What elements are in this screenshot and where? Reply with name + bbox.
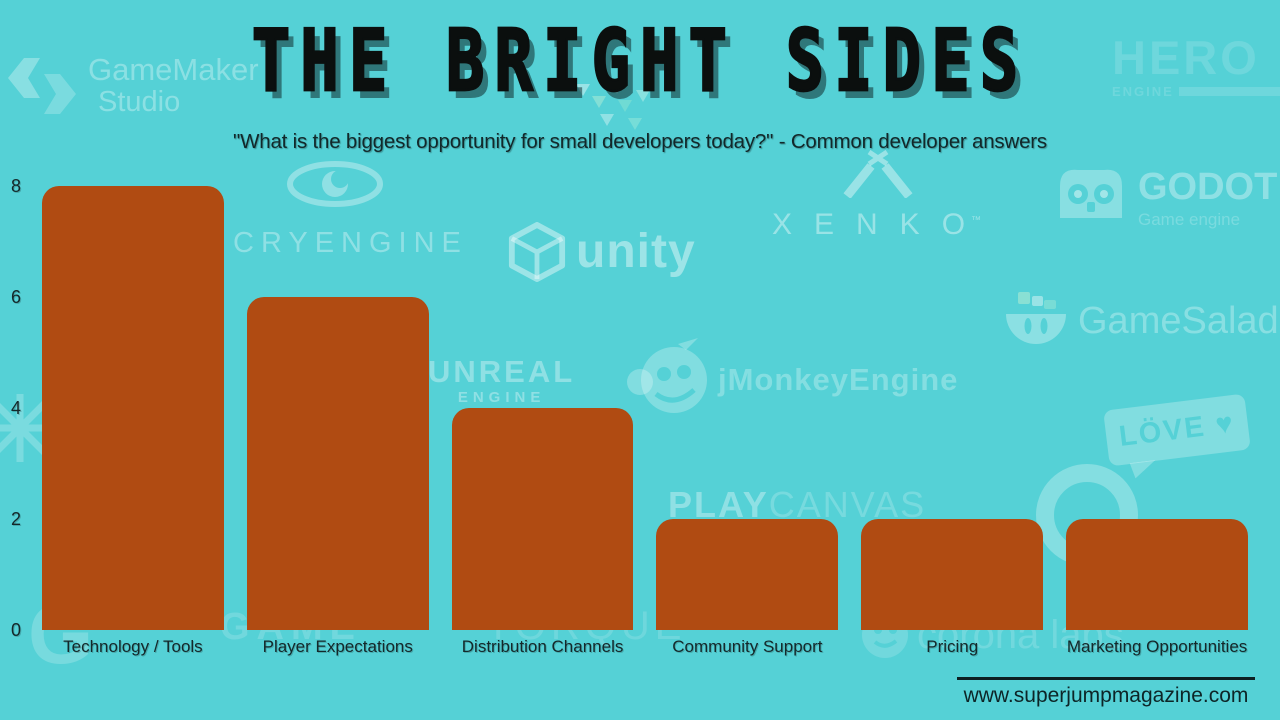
bars-container [42, 186, 1248, 630]
page-title-text: THE BRIGHT SIDES [251, 13, 1029, 112]
x-axis-labels: Technology / Tools Player Expectations Dis… [42, 637, 1248, 657]
y-tick-label-4: 4 [10, 398, 21, 418]
footer: www.superjumpmagazine.com [957, 677, 1255, 708]
x-label-distribution-channels: Distribution Channels [461, 637, 624, 656]
bar-marketing-opportunities [1066, 519, 1248, 630]
bar-pricing [861, 519, 1044, 630]
y-tick-label-8: 8 [10, 176, 21, 196]
x-label-player-expectations: Player Expectations [262, 637, 413, 656]
website-url: www.superjumpmagazine.com [963, 684, 1249, 707]
x-label-technology-tools: Technology / Tools [63, 637, 203, 656]
bar-community-support [656, 519, 839, 630]
footer-divider [957, 677, 1255, 680]
y-axis: 0 2 4 6 8 [0, 0, 34, 640]
bar-technology-tools [42, 186, 224, 630]
page-title: THE BRIGHT SIDES [0, 19, 1280, 106]
bar-distribution-channels [451, 408, 634, 630]
x-label-pricing: Pricing [926, 637, 979, 656]
y-tick-label-2: 2 [10, 509, 21, 529]
y-tick-label-6: 6 [10, 287, 21, 307]
x-label-marketing-opportunities: Marketing Opportunities [1066, 637, 1248, 656]
x-label-community-support: Community Support [672, 637, 823, 656]
y-tick-label-0: 0 [10, 620, 21, 640]
bar-player-expectations [246, 297, 429, 630]
chart-subtitle: "What is the biggest opportunity for sma… [233, 130, 1047, 153]
